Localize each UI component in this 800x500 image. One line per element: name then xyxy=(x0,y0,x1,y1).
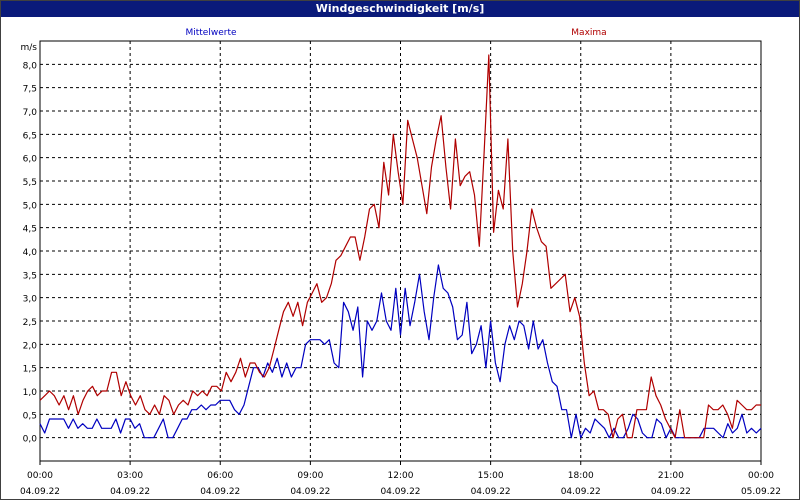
y-tick-label: 7,5 xyxy=(23,85,37,95)
y-tick-label: 4,5 xyxy=(23,225,37,235)
x-tick-time-label: 00:00 xyxy=(27,471,53,481)
x-tick-time-label: 21:00 xyxy=(658,471,684,481)
y-tick-label: 5,0 xyxy=(23,201,38,211)
y-tick-label: 0,0 xyxy=(23,435,38,445)
y-tick-label: 4,0 xyxy=(23,248,38,258)
x-tick-date-label: 04.09.22 xyxy=(651,487,691,497)
y-tick-label: 0,5 xyxy=(23,411,37,421)
legend-maxima: Maxima xyxy=(571,28,606,38)
x-tick-time-label: 03:00 xyxy=(117,471,143,481)
y-tick-label: 5,5 xyxy=(23,178,37,188)
y-tick-label: 3,0 xyxy=(23,295,38,305)
x-tick-date-label: 04.09.22 xyxy=(20,487,60,497)
x-tick-time-label: 18:00 xyxy=(568,471,594,481)
y-tick-label: 2,0 xyxy=(23,341,38,351)
y-tick-label: 1,5 xyxy=(23,365,37,375)
x-tick-date-label: 04.09.22 xyxy=(110,487,150,497)
series-line-mittelwerte xyxy=(39,264,762,439)
y-tick-label: 6,5 xyxy=(23,131,37,141)
chart-title: Windgeschwindigkeit [m/s] xyxy=(1,1,799,17)
x-tick-date-label: 04.09.22 xyxy=(561,487,601,497)
x-tick-time-label: 12:00 xyxy=(388,471,414,481)
y-axis-label: m/s xyxy=(21,43,38,53)
y-tick-label: 1,0 xyxy=(23,388,38,398)
y-tick-label: 8,0 xyxy=(23,61,38,71)
x-tick-time-label: 00:00 xyxy=(748,471,774,481)
y-tick-label: 3,5 xyxy=(23,271,37,281)
y-tick-label: 7,0 xyxy=(23,108,38,118)
x-tick-date-label: 04.09.22 xyxy=(471,487,511,497)
x-tick-time-label: 09:00 xyxy=(297,471,323,481)
series-line-maxima xyxy=(39,54,761,439)
x-tick-date-label: 04.09.22 xyxy=(290,487,330,497)
x-tick-date-label: 05.09.22 xyxy=(741,487,781,497)
y-tick-label: 6,0 xyxy=(23,155,38,165)
x-tick-time-label: 06:00 xyxy=(207,471,233,481)
y-tick-label: 2,5 xyxy=(23,318,37,328)
x-tick-date-label: 04.09.22 xyxy=(380,487,420,497)
x-tick-time-label: 15:00 xyxy=(478,471,504,481)
legend-mittelwerte: Mittelwerte xyxy=(185,28,236,38)
x-tick-date-label: 04.09.22 xyxy=(200,487,240,497)
